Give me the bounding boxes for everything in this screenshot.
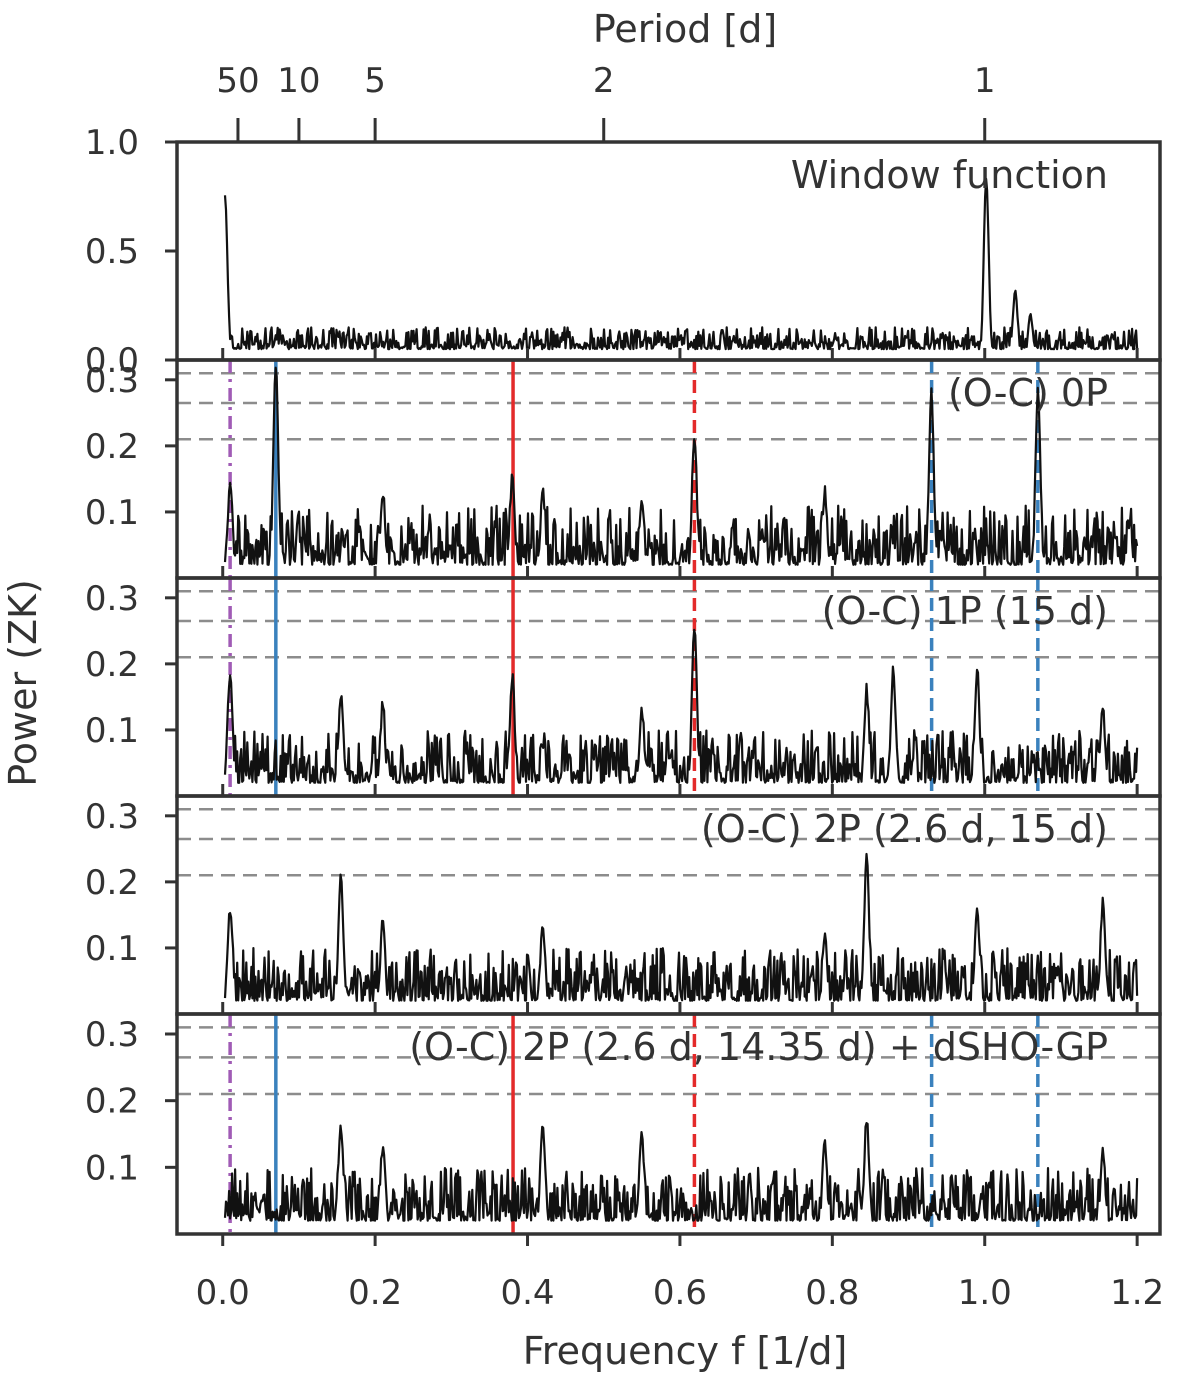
y-axis-title: Power (ZK) <box>1 579 45 787</box>
period-tick-label: 5 <box>364 61 386 101</box>
power-series-line <box>223 852 1139 1002</box>
x-tick-label: 0.0 <box>196 1273 250 1313</box>
y-tick-label: 0.1 <box>85 1148 139 1188</box>
y-tick-label: 0.1 <box>85 929 139 969</box>
y-tick-label: 0.2 <box>85 863 139 903</box>
period-tick-label: 2 <box>593 61 615 101</box>
x-tick-label: 1.0 <box>958 1273 1012 1313</box>
y-tick-label: 0.3 <box>85 579 139 619</box>
y-tick-label: 0.2 <box>85 427 139 467</box>
power-series-line <box>223 628 1139 784</box>
y-tick-label: 0.1 <box>85 493 139 533</box>
y-tick-label: 0.2 <box>85 645 139 685</box>
x-tick-label: 0.8 <box>805 1273 859 1313</box>
x-tick-label: 1.2 <box>1110 1273 1164 1313</box>
x-tick-label: 0.6 <box>653 1273 707 1313</box>
power-series-layer <box>223 177 1139 1222</box>
y-tick-label: 0.3 <box>85 1015 139 1055</box>
panel-frame <box>175 1012 1162 1236</box>
y-tick-label: 0.3 <box>85 361 139 401</box>
panel-title: (O-C) 2P (2.6 d, 15 d) <box>701 807 1108 851</box>
y-tick-label: 0.2 <box>85 1082 139 1122</box>
period-tick-label: 10 <box>277 61 320 101</box>
power-series-line <box>223 366 1139 566</box>
y-tick-label: 0.3 <box>85 797 139 837</box>
panel-title: (O-C) 2P (2.6 d, 14.35 d) + dSHO-GP <box>409 1025 1108 1069</box>
y-tick-label: 0.0 <box>85 341 139 381</box>
period-tick-label: 50 <box>216 61 259 101</box>
panel-title: Window function <box>791 153 1108 197</box>
y-tick-label: 0.5 <box>85 232 139 272</box>
power-series-line <box>223 177 1139 351</box>
period-tick-label: 1 <box>974 61 996 101</box>
panel-title: (O-C) 0P <box>948 371 1108 415</box>
panel-title: (O-C) 1P (15 d) <box>822 589 1108 633</box>
y-tick-label: 1.0 <box>85 123 139 163</box>
top-axis-title: Period [d] <box>593 7 777 51</box>
axes-layer: 0.0 0.5 1.0 Window function 0.1 0.2 0.3 (O-C) 0… <box>85 61 1164 1313</box>
y-tick-label: 0.1 <box>85 711 139 751</box>
x-axis-title: Frequency f [1/d] <box>523 1329 848 1373</box>
x-tick-label: 0.2 <box>348 1273 402 1313</box>
fap-grid-layer <box>177 371 1160 1096</box>
power-series-line <box>223 1122 1139 1222</box>
x-tick-label: 0.4 <box>500 1273 554 1313</box>
